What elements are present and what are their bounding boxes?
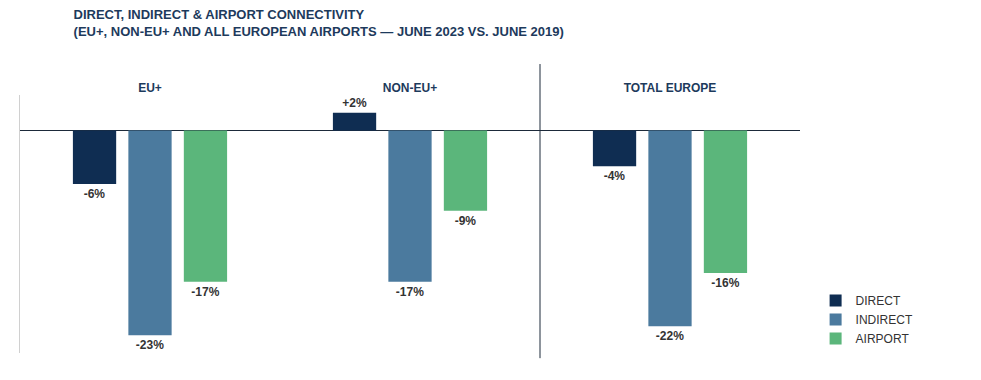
svg-text:NON-EU+: NON-EU+ [383, 81, 437, 95]
svg-text:-17%: -17% [396, 285, 424, 299]
svg-text:EU+: EU+ [138, 81, 162, 95]
svg-text:-22%: -22% [656, 329, 684, 343]
svg-text:-6%: -6% [84, 187, 106, 201]
svg-text:AIRPORT: AIRPORT [856, 332, 910, 346]
svg-text:-4%: -4% [604, 169, 626, 183]
svg-text:-16%: -16% [711, 276, 739, 290]
svg-text:+2%: +2% [342, 96, 367, 110]
svg-text:-17%: -17% [191, 285, 219, 299]
svg-text:-9%: -9% [455, 214, 477, 228]
svg-text:INDIRECT: INDIRECT [856, 313, 913, 327]
svg-text:DIRECT, INDIRECT & AIRPORT CON: DIRECT, INDIRECT & AIRPORT CONNECTIVITY(… [74, 7, 564, 39]
svg-text:-23%: -23% [136, 338, 164, 352]
svg-text:TOTAL EUROPE: TOTAL EUROPE [624, 81, 717, 95]
svg-text:DIRECT: DIRECT [856, 294, 901, 308]
